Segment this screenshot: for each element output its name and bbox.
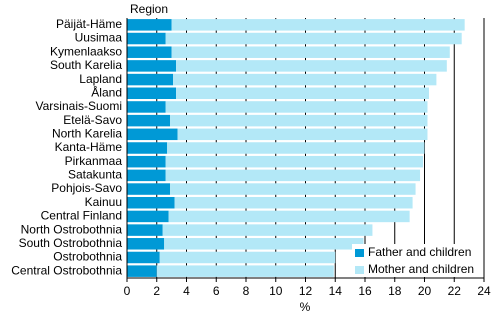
bar-segment [127,183,171,195]
x-tick-label: 4 [183,284,190,298]
bar-segment [127,169,166,182]
legend-swatch [355,249,364,257]
x-tick-label: 16 [358,284,372,298]
x-tick-label: 24 [477,284,491,298]
bar-segment [170,183,416,195]
bar-segment [127,114,171,127]
y-tick-label: Åland [91,84,122,99]
y-tick-label: Central Ostrobothnia [11,263,122,277]
bar-segment [164,238,364,250]
bar-segment [127,32,166,45]
bar-segment [162,224,373,236]
y-tick-label: Uusimaa [75,31,123,45]
bar-segment [127,265,157,277]
bar-segment [165,169,421,182]
bar-segment [127,210,169,223]
bar-segment [127,46,172,58]
x-tick-label: 10 [269,284,283,298]
bar-segment [159,251,336,264]
x-axis-title: % [300,300,311,314]
y-axis-title: Region [130,2,168,16]
y-tick-label: Pohjois-Savo [51,181,122,195]
bar-segment [177,128,428,141]
y-tick-label: Kainuu [85,195,122,209]
bar-segment [165,32,462,45]
bar-segment [168,210,410,223]
y-tick-label: Pirkanmaa [65,154,123,168]
legend-label: Father and children [368,245,471,259]
bar-segment [165,155,424,168]
y-tick-label: North Karelia [52,126,122,140]
bar-segment [170,114,428,127]
y-tick-label: Kanta-Häme [55,140,123,154]
bar-segment [156,265,334,277]
bar-segment [127,60,177,72]
bar-segment [165,101,428,113]
y-tick-label: Satakunta [68,168,122,182]
y-tick-label: Varsinais-Suomi [36,99,122,113]
x-tick-label: 8 [243,284,250,298]
legend-label: Mother and children [368,262,474,276]
y-tick-label: Central Finland [41,209,122,223]
x-tick-label: 12 [299,284,313,298]
y-tick-label: South Karelia [50,58,122,72]
bar-segment [174,196,413,209]
bar-segment [127,128,178,141]
y-tick-label: South Ostrobothnia [19,236,123,250]
x-tick-label: 0 [124,284,131,298]
bar-segment [167,142,425,154]
x-tick-label: 18 [388,284,402,298]
bar-segment [127,87,177,100]
bar-segment [171,19,465,31]
x-tick-label: 6 [213,284,220,298]
bar-segment [127,224,163,236]
x-tick-label: 20 [418,284,432,298]
bar-segment [127,196,175,209]
bar-segment [176,87,429,100]
bar-segment [127,19,172,31]
y-tick-label: North Ostrobothnia [21,222,123,236]
y-tick-label: Lapland [79,72,122,86]
x-tick-label: 2 [153,284,160,298]
y-tick-label: Kymenlaakso [50,44,122,58]
bar-segment [127,101,166,113]
x-tick-label: 22 [448,284,462,298]
bar-segment [171,46,450,58]
legend-box [352,244,483,277]
bar-segment [127,251,160,264]
legend-swatch [355,266,364,274]
bar-segment [127,238,165,250]
y-tick-label: Ostrobothnia [53,250,122,264]
y-tick-label: Päijät-Häme [56,17,122,31]
bar-segment [173,73,437,86]
bar-segment [127,73,174,86]
bar-segment [176,60,447,72]
y-tick-label: Etelä-Savo [63,113,122,127]
bar-segment [127,155,166,168]
x-tick-label: 14 [329,284,343,298]
bar-segment [127,142,168,154]
